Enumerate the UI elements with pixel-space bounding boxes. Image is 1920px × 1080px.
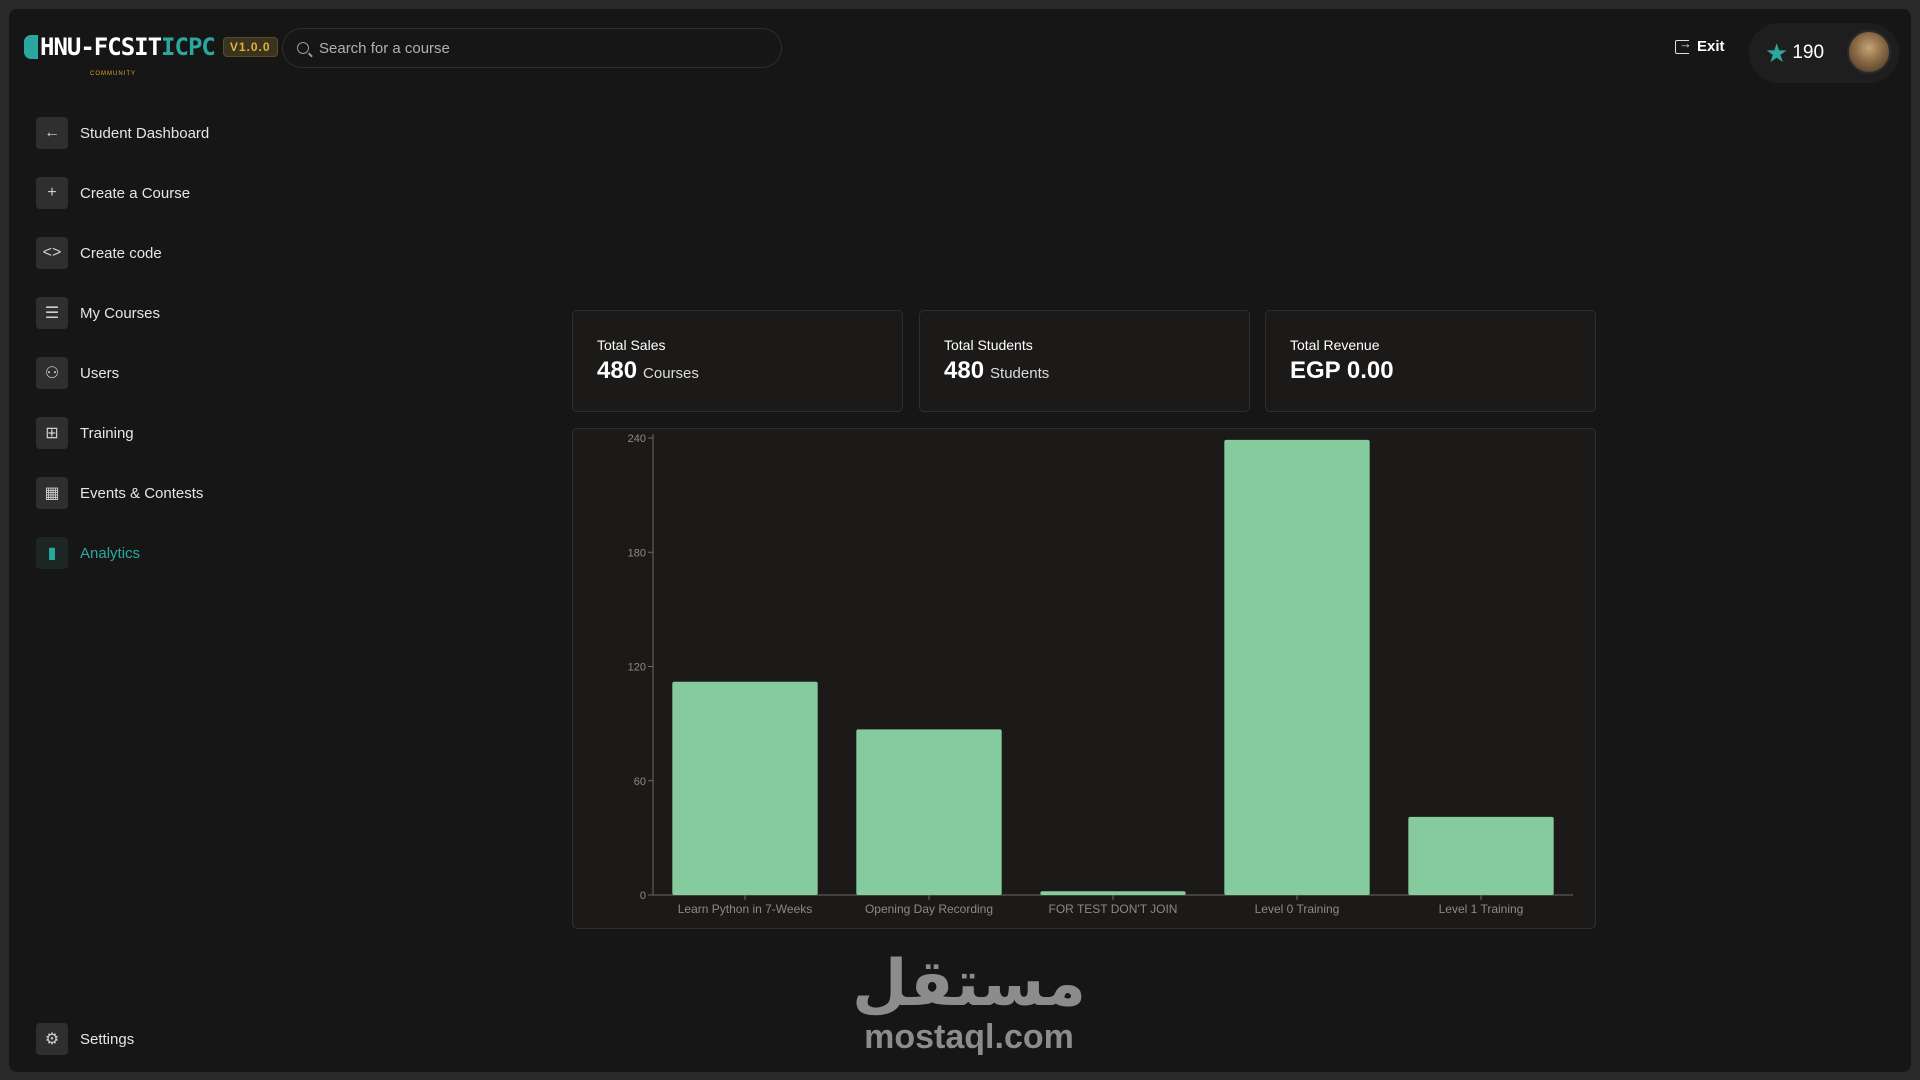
calendar-icon: ▦ [36,477,68,509]
sidebar-item-label: Create code [80,244,162,262]
exit-label: Exit [1697,38,1725,55]
y-tick-label: 120 [628,662,646,674]
bar-chart-icon: ▮ [36,537,68,569]
stat-card-total-students: Total Students 480 Students [919,310,1250,412]
search-icon [297,42,309,54]
sidebar-item-label: Settings [80,1030,135,1048]
logo[interactable]: HNU-FCSITICPC COMMUNITY V1.0.0 [24,33,278,77]
watermark-arabic: مستقل [851,947,1087,1021]
star-count: 190 [1792,42,1825,63]
y-tick-label: 180 [628,547,646,559]
sidebar-item-create-course[interactable]: + Create a Course [36,177,209,209]
y-tick-label: 60 [634,776,646,788]
stat-title: Total Sales [597,337,666,353]
bar-chart: 0 60 120 180 240 Learn Python in 7-Weeks Openi… [628,433,1573,916]
sidebar-item-settings[interactable]: ⚙ Settings [36,1023,134,1055]
avatar[interactable] [1847,30,1891,74]
users-icon: ⚇ [36,357,68,389]
stat-title: Total Revenue [1290,337,1380,353]
stat-card-total-revenue: Total Revenue EGP 0.00 [1265,310,1596,412]
plus-icon: + [36,177,68,209]
x-tick-label: FOR TEST DON'T JOIN [1049,902,1178,916]
stat-card-total-sales: Total Sales 480 Courses [572,310,903,412]
bar [1040,891,1186,895]
sidebar-item-label: Training [80,424,134,442]
arrow-left-icon: ← [36,117,68,149]
exit-button[interactable]: Exit [1675,36,1725,55]
sidebar-item-training[interactable]: ⊞ Training [36,417,209,449]
stat-value: EGP 0.00 [1290,357,1394,384]
stat-value: 480 [944,357,985,384]
gear-icon: ⚙ [36,1023,68,1055]
stat-title: Total Students [944,337,1033,353]
globe-icon [24,35,38,59]
version-badge: V1.0.0 [222,37,278,57]
logo-main-text: HNU-FCSIT [40,33,162,61]
search-input[interactable] [319,39,781,57]
watermark-latin: mostaql.com [864,1018,1074,1056]
x-tick-label: Opening Day Recording [865,902,993,916]
stat-unit: Students [990,365,1050,382]
bar [856,729,1002,895]
sidebar-item-my-courses[interactable]: ☰ My Courses [36,297,209,329]
code-icon: <> [36,237,68,269]
sidebar-item-create-code[interactable]: <> Create code [36,237,209,269]
sidebar-item-label: Users [80,364,120,382]
sidebar-item-analytics[interactable]: ▮ Analytics [36,537,209,569]
list-icon: ☰ [36,297,68,329]
y-tick-label: 240 [628,433,646,445]
x-tick-label: Level 0 Training [1255,902,1340,916]
logo-subtitle: COMMUNITY [90,71,136,77]
bar [1408,816,1554,895]
sidebar-nav: ← Student Dashboard + Create a Course <>… [36,117,209,597]
sidebar-item-label: Create a Course [80,184,191,202]
y-tick-label: 0 [640,890,646,902]
sidebar-item-events-contests[interactable]: ▦ Events & Contests [36,477,209,509]
bar [672,681,818,895]
x-tick-label: Level 1 Training [1439,902,1524,916]
bar [1224,439,1370,895]
sidebar-item-label: Student Dashboard [80,124,210,142]
star-icon: ★ [1765,38,1789,68]
user-stats[interactable]: ★ 190 [1749,23,1899,83]
sidebar-item-label: Analytics [80,544,141,562]
logo-accent-text: ICPC [161,33,216,61]
log-out-icon [1675,36,1692,54]
sidebar-item-users[interactable]: ⚇ Users [36,357,209,389]
analytics-chart: 0 60 120 180 240 Learn Python in 7-Weeks Openi… [572,428,1596,929]
search-bar[interactable] [282,28,782,68]
x-tick-label: Learn Python in 7-Weeks [678,902,813,916]
stat-value: 480 [597,357,638,384]
sidebar-item-label: Events & Contests [80,484,204,502]
sidebar-item-student-dashboard[interactable]: ← Student Dashboard [36,117,209,149]
sidebar-item-label: My Courses [80,304,161,322]
app-window: HNU-FCSITICPC COMMUNITY V1.0.0 Exit ★ 19… [9,9,1911,1072]
blocks-icon: ⊞ [36,417,68,449]
stat-unit: Courses [643,365,699,382]
watermark: مستقل mostaql.com [844,949,1094,1055]
